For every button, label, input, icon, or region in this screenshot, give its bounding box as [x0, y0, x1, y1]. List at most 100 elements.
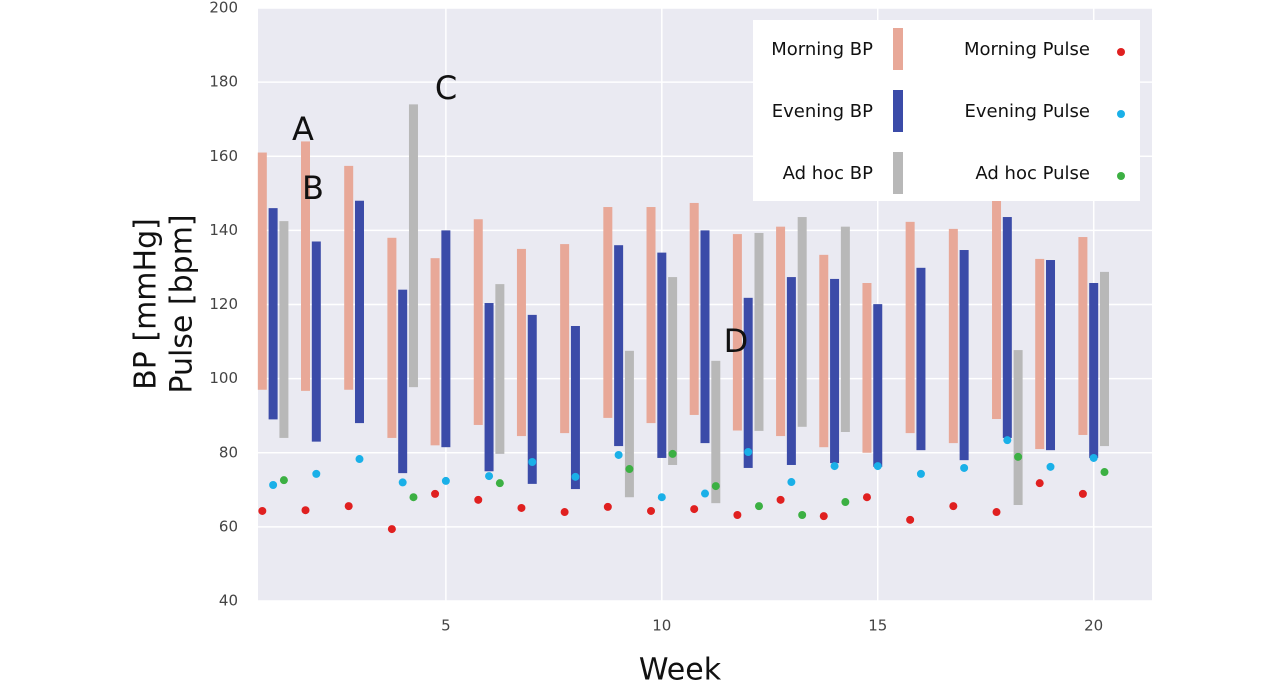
bp-bar: [614, 245, 624, 447]
pulse-dot: [657, 493, 666, 502]
pulse-dot: [398, 478, 407, 487]
bp-bar: [441, 230, 451, 448]
bp-bar: [1046, 260, 1056, 451]
bp-bar: [560, 244, 570, 434]
bp-bar: [603, 207, 613, 418]
bp-bar: [992, 197, 1002, 420]
pulse-dot: [949, 502, 958, 511]
pulse-dot: [992, 508, 1001, 517]
legend-swatch: [1117, 110, 1125, 118]
pulse-dot: [1100, 468, 1109, 477]
pulse-dot: [495, 479, 504, 488]
bp-bar: [840, 226, 850, 432]
legend-swatch: [893, 152, 903, 194]
bp-bar: [948, 228, 958, 444]
legend-label: Morning BP: [771, 39, 873, 60]
annotation: B: [302, 169, 324, 207]
pulse-dot: [603, 502, 612, 511]
bp-bar: [301, 141, 311, 391]
bp-bar: [776, 226, 786, 437]
pulse-dot: [485, 472, 494, 481]
y-tick-label: 200: [209, 0, 238, 17]
pulse-dot: [916, 469, 925, 478]
pulse-dot: [744, 448, 753, 457]
legend-box: [753, 20, 1140, 201]
x-axis-label: Week: [639, 653, 722, 688]
bp-bar: [862, 283, 872, 453]
pulse-dot: [906, 515, 915, 524]
x-tick-label: 15: [868, 617, 887, 635]
bp-bar: [873, 304, 883, 467]
pulse-dot: [1046, 462, 1055, 471]
pulse-dot: [431, 489, 440, 498]
legend-label: Morning Pulse: [964, 39, 1090, 60]
pulse-dot: [830, 462, 839, 471]
pulse-dot: [787, 478, 796, 487]
pulse-dot: [528, 458, 537, 467]
y-tick-label: 60: [219, 517, 238, 535]
bp-bar: [668, 277, 678, 465]
bp-bar: [408, 104, 418, 388]
y-tick-label: 140: [209, 221, 238, 239]
pulse-dot: [668, 449, 677, 458]
bp-bar: [830, 278, 840, 464]
bp-bar: [732, 234, 742, 431]
pulse-dot: [960, 463, 969, 472]
pulse-dot: [701, 489, 709, 498]
bp-bar: [959, 250, 969, 461]
legend-label: Ad hoc Pulse: [975, 163, 1090, 184]
bp-bar: [646, 207, 656, 424]
bp-bar: [570, 325, 580, 490]
bp-bar: [711, 360, 721, 504]
legend-swatch: [893, 28, 903, 70]
bp-bar: [1002, 217, 1012, 438]
annotation: A: [292, 110, 314, 148]
y-tick-label: 160: [209, 147, 238, 165]
bp-bar: [819, 254, 829, 448]
bp-bar: [1099, 271, 1109, 447]
bp-bar: [354, 200, 364, 424]
bp-bar: [311, 241, 321, 442]
pulse-dot: [754, 502, 763, 511]
pulse-dot: [841, 498, 850, 507]
pulse-dot: [625, 465, 634, 474]
legend-swatch: [1117, 172, 1125, 180]
bp-bar: [516, 248, 526, 437]
bp-bar: [797, 217, 807, 427]
pulse-dot: [776, 495, 785, 504]
pulse-dot: [571, 472, 580, 481]
bp-bar: [473, 219, 483, 425]
y-tick-label: 100: [209, 369, 238, 387]
bp-bar: [786, 277, 796, 465]
bp-bar: [527, 314, 537, 484]
pulse-dot: [1078, 489, 1087, 498]
pulse-dot: [409, 493, 418, 502]
legend-label: Evening BP: [772, 101, 873, 122]
pulse-dot: [733, 511, 742, 520]
pulse-dot: [1014, 452, 1023, 461]
pulse-dot: [560, 508, 569, 517]
bp-bar: [387, 237, 397, 438]
pulse-dot: [798, 511, 807, 520]
bp-bar: [700, 230, 710, 444]
legend-label: Evening Pulse: [965, 101, 1090, 122]
y-axis-label: Pulse [bpm]: [165, 214, 200, 393]
pulse-dot: [517, 503, 526, 512]
pulse-dot: [647, 506, 656, 515]
pulse-dot: [873, 462, 882, 471]
bp-bar: [657, 252, 667, 458]
bp-bar: [344, 165, 354, 390]
bp-bar: [1013, 350, 1023, 506]
bp-bar: [268, 208, 278, 420]
pulse-dot: [614, 450, 623, 459]
pulse-dot: [474, 495, 483, 504]
pulse-dot: [819, 512, 828, 521]
bp-bar: [689, 202, 699, 415]
legend-swatch: [893, 90, 903, 132]
pulse-dot: [279, 476, 288, 485]
pulse-dot: [387, 525, 396, 534]
legend: Morning BP Evening BP Ad hoc BP Morning Pul…: [753, 20, 1140, 201]
legend-swatch: [1117, 48, 1125, 56]
